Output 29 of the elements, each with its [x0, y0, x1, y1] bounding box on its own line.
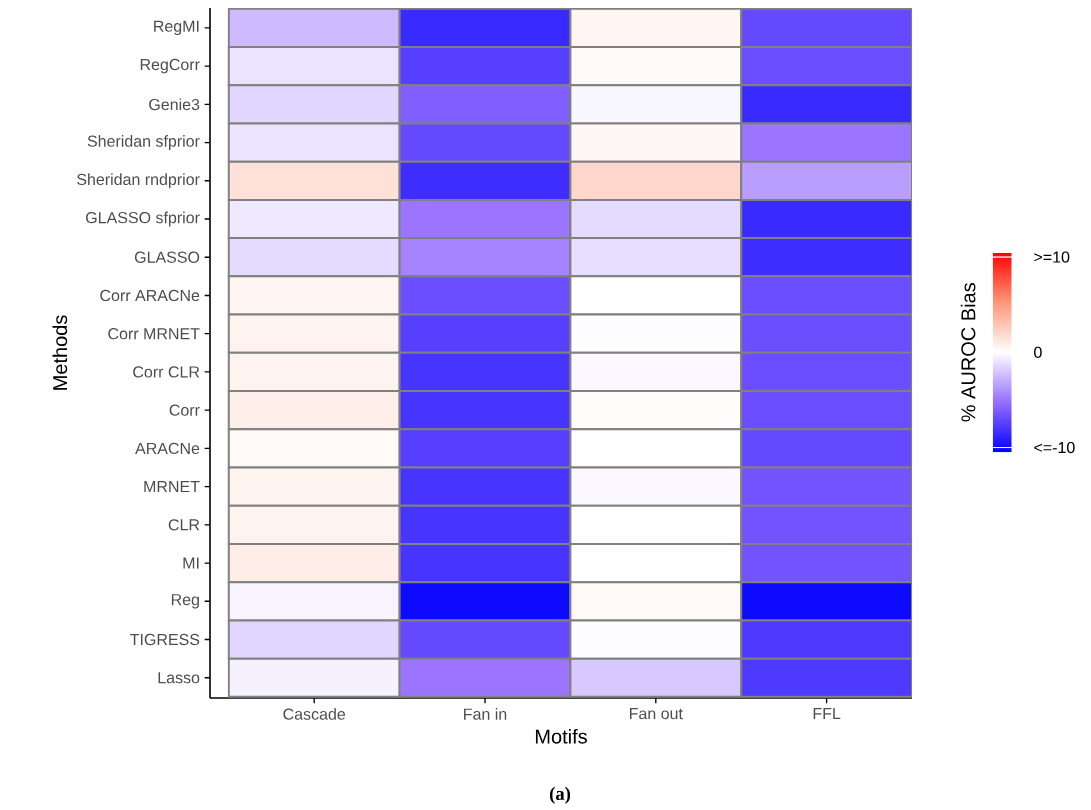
- y-tick-label: RegCorr: [140, 58, 200, 74]
- y-tick-label: Reg: [171, 594, 199, 609]
- y-axis-title: Methods: [52, 315, 68, 390]
- y-tick-label: RegMI: [154, 20, 199, 36]
- y-tick-label: Corr MRNET: [108, 328, 200, 340]
- x-tick-label: Fan in: [464, 708, 507, 720]
- y-tick-label: GLASSO: [134, 251, 200, 263]
- y-tick-label: GLASSO sfprior: [86, 211, 200, 227]
- y-tick-label: Sheridan sfprior: [87, 135, 200, 151]
- y-tick-label: Corr CLR: [133, 366, 200, 378]
- y-tick-label: TIGRESS: [130, 633, 200, 646]
- color-bar-label: <=-10: [1034, 441, 1075, 454]
- x-tick-label: Fan out: [629, 708, 683, 720]
- text: (a): [549, 786, 571, 804]
- y-tick-label: Sheridan rndprior: [77, 173, 200, 189]
- x-tick-label: FFL: [813, 708, 841, 720]
- y-tick-label: Corr: [169, 404, 200, 416]
- y-tick-label: ARACNe: [135, 442, 200, 455]
- y-tick-label: MI: [183, 557, 199, 569]
- y-tick-label: Lasso: [158, 672, 200, 684]
- x-tick-label: Cascade: [283, 708, 346, 720]
- x-axis-title: Motifs: [535, 728, 587, 744]
- y-tick-label: Genie3: [149, 98, 200, 111]
- y-tick-label: Corr ARACNe: [100, 289, 200, 302]
- y-tick-label: MRNET: [144, 481, 200, 493]
- y-tick-label: CLR: [168, 519, 200, 531]
- color-bar-label: 0: [1034, 346, 1042, 358]
- color-bar-title: % AUROC Bias: [960, 283, 976, 422]
- color-bar-label: >=10: [1034, 251, 1070, 263]
